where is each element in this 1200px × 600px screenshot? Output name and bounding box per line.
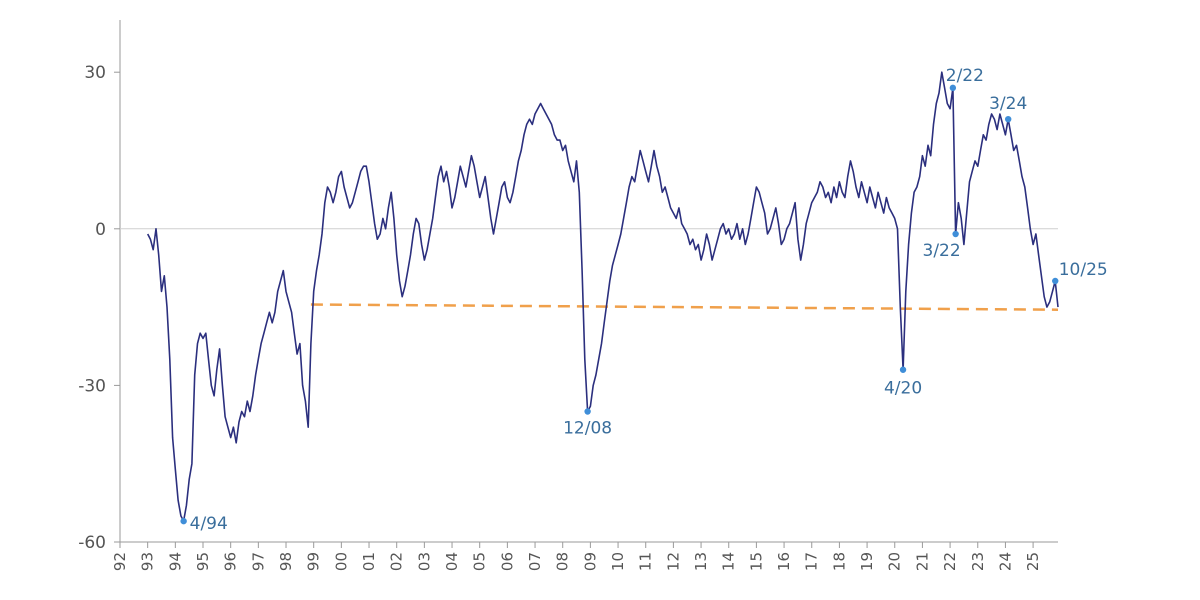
y-axis: 30 0 -30 -60	[78, 20, 121, 553]
annotation-marker	[952, 230, 959, 238]
x-tick-label: 98	[277, 552, 295, 571]
y-tick-label: 30	[84, 63, 106, 83]
x-tick-label: 01	[360, 552, 378, 571]
annotation-marker	[1052, 277, 1059, 285]
x-tick-label: 19	[858, 552, 876, 571]
x-tick-label: 03	[415, 552, 433, 571]
x-tick-label: 13	[692, 552, 710, 571]
annotation-label: 10/25	[1059, 260, 1108, 280]
x-tick-label: 96	[222, 552, 240, 571]
x-tick-label: 18	[830, 552, 848, 571]
x-tick-label: 00	[332, 552, 350, 571]
y-tick-label: -30	[78, 376, 106, 396]
annotation-marker	[899, 366, 907, 373]
x-tick-label: 17	[803, 552, 821, 571]
x-tick-label: 15	[747, 552, 765, 571]
x-tick-label: 97	[249, 552, 267, 571]
x-tick-label: 24	[996, 552, 1014, 571]
annotation-label: 12/08	[563, 419, 612, 439]
x-tick-label: 20	[886, 552, 904, 571]
x-tick-label: 94	[166, 552, 184, 571]
x-tick-label: 07	[526, 552, 544, 571]
x-tick-label: 21	[913, 552, 931, 571]
series-line	[146, 71, 1059, 522]
annotation-label: 3/24	[989, 94, 1027, 114]
y-tick-label: 0	[95, 220, 106, 240]
series-group	[146, 71, 1059, 522]
annotation-label: 4/94	[190, 514, 228, 534]
annotations: 4/94 12/08 4/20 2/22 3/22 3/24 10/25	[180, 66, 1108, 534]
x-tick-label: 02	[388, 552, 406, 571]
x-tick-label: 16	[775, 552, 793, 571]
x-tick-label: 08	[554, 552, 572, 571]
x-tick-label: 09	[581, 552, 599, 571]
x-tick-label: 23	[969, 552, 987, 571]
annotation-label: 4/20	[884, 379, 922, 399]
x-tick-label: 93	[139, 552, 157, 571]
x-tick-label: 12	[664, 552, 682, 571]
x-tick-label: 25	[1024, 552, 1042, 571]
annotation-marker	[1004, 115, 1012, 123]
x-tick-label: 99	[305, 552, 323, 571]
reference-line	[310, 303, 1059, 311]
annotation-marker	[180, 517, 187, 525]
annotation-marker	[949, 84, 957, 92]
x-tick-label: 14	[720, 552, 738, 571]
x-tick-label: 10	[609, 552, 627, 571]
y-tick-label: -60	[78, 533, 106, 553]
reference-line-group	[310, 303, 1059, 311]
x-tick-label: 11	[637, 552, 655, 571]
annotation-label: 2/22	[946, 66, 984, 86]
annotation-label: 3/22	[923, 241, 961, 261]
x-tick-label: 04	[443, 552, 461, 571]
x-tick-label: 92	[111, 552, 129, 571]
x-tick-label: 06	[498, 552, 516, 571]
annotation-marker	[584, 408, 591, 415]
x-tick-label: 22	[941, 552, 959, 571]
x-tick-label: 95	[194, 552, 212, 571]
x-axis: 92 93 94 95 96 97 98 99 00 01 02 03 04 05 06 07 08 09 10 11…	[111, 541, 1058, 571]
x-tick-label: 05	[471, 552, 489, 571]
